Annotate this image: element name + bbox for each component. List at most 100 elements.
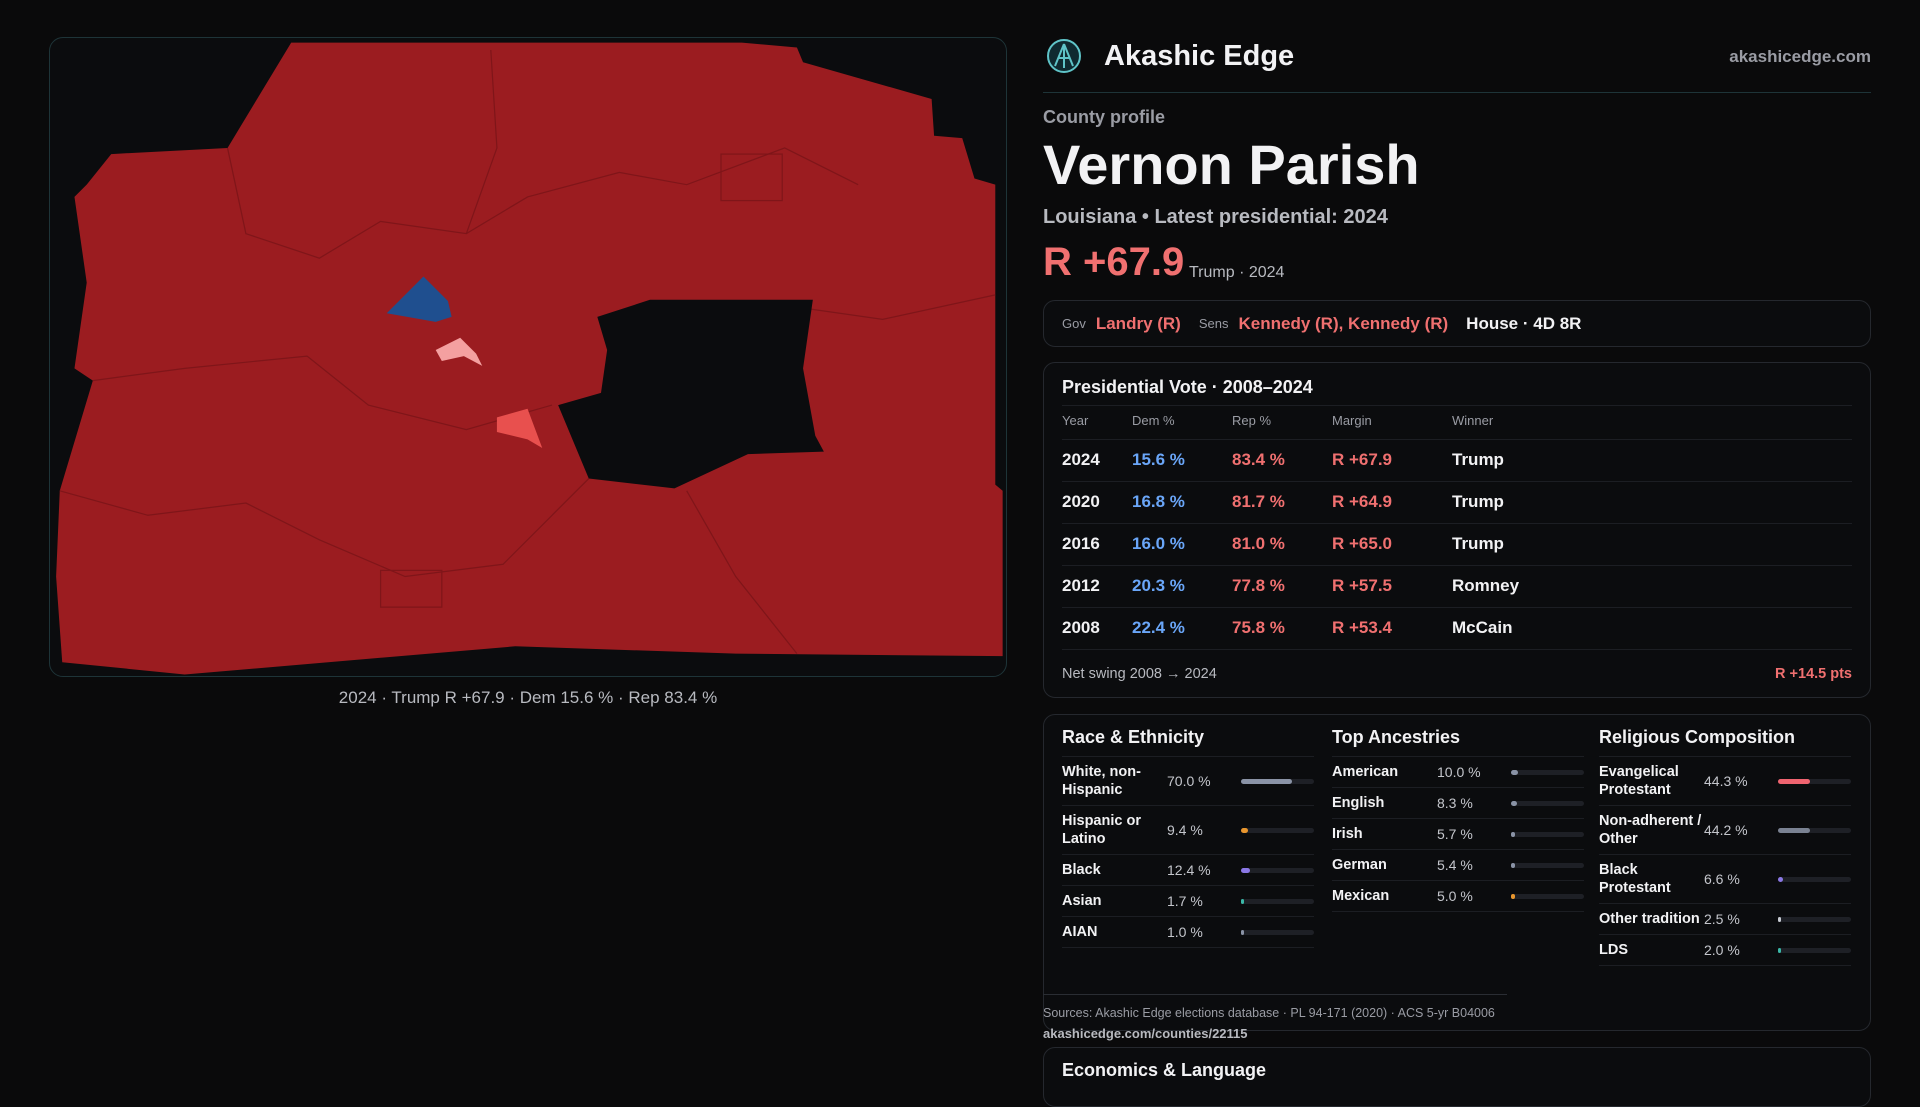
table-cell: 20.3 % [1132,576,1185,595]
item-name: Evangelical Protestant [1599,764,1679,798]
column-header: Margin [1332,413,1372,428]
table-cell: McCain [1452,618,1513,637]
item-name: Asian [1062,893,1102,909]
column-title: Religious Composition [1599,727,1851,757]
bar [1778,916,1781,922]
divider [1043,92,1871,93]
table-cell: R +64.9 [1332,492,1393,511]
row-divider [1062,405,1852,406]
item-value: 44.3 % [1704,773,1748,789]
item-name: Mexican [1332,888,1390,904]
bar [1511,893,1515,899]
demographic-row: AIAN 1.0 % [1062,917,1314,948]
parish-shape [56,42,1003,675]
column-header: Rep % [1232,413,1272,428]
demographics-card: Race & Ethnicity White, non-Hispanic 70.0 … [1043,714,1871,1031]
demographic-column: Race & Ethnicity White, non-Hispanic 70.0 … [1062,727,1314,948]
demographic-row: Evangelical Protestant 44.3 % [1599,757,1851,806]
column-title: Top Ancestries [1332,727,1584,757]
table-cell: 16.8 % [1132,492,1185,511]
map-caption: 2024 · Trump R +67.9 · Dem 15.6 % · Rep … [338,688,718,707]
county-lines [59,49,996,655]
row-divider [1062,481,1852,482]
item-value: 10.0 % [1437,764,1481,780]
bar [1778,778,1811,784]
table-cell: 81.0 % [1232,534,1285,553]
row-divider [1062,439,1852,440]
column-header: Year [1062,413,1089,428]
bar [1511,831,1516,837]
item-name: Irish [1332,826,1363,842]
bar-track [1511,862,1584,868]
parish-gap [558,299,824,489]
item-value: 1.7 % [1167,893,1203,909]
item-name: English [1332,795,1385,811]
economics-card: Economics & Language [1043,1047,1871,1107]
bar [1778,876,1783,882]
item-value: 9.4 % [1167,822,1203,838]
card-title: Economics & Language [1062,1060,1267,1080]
county-name: Vernon Parish [1043,133,1420,196]
table-cell: 83.4 % [1232,450,1285,469]
demographic-column: Religious Composition Evangelical Protest… [1599,727,1851,966]
table-cell: Trump [1452,534,1504,553]
table-cell: R +53.4 [1332,618,1393,637]
item-value: 6.6 % [1704,871,1740,887]
table-cell: 2008 [1062,618,1100,637]
table-cell: 15.6 % [1132,450,1185,469]
table-cell: R +65.0 [1332,534,1393,553]
governor: Landry (R) [1095,313,1181,333]
demographic-row: English 8.3 % [1332,788,1584,819]
lean-precinct [435,337,483,366]
row-divider [1062,607,1852,608]
bar-track [1778,876,1851,882]
demographic-row: White, non-Hispanic 70.0 % [1062,757,1314,806]
table-cell: Trump [1452,492,1504,511]
subtitle: Louisiana • Latest presidential: 2024 [1043,206,1388,228]
item-value: 5.4 % [1437,857,1473,873]
table-cell: 2024 [1062,450,1100,469]
brand: Akashic Edge [1104,40,1295,72]
bar-track [1241,867,1314,873]
item-value: 5.0 % [1437,888,1473,904]
card-title: Presidential Vote · 2008–2024 [1062,377,1313,397]
table-cell: R +57.5 [1332,576,1393,595]
bar [1241,778,1293,784]
demographic-row: Hispanic or Latino 9.4 % [1062,806,1314,855]
item-name: American [1332,764,1399,780]
table-cell: 2012 [1062,576,1100,595]
item-value: 8.3 % [1437,795,1473,811]
page: 2024 · Trump R +67.9 · Dem 15.6 % · Rep … [49,37,1871,1107]
table-cell: Romney [1452,576,1520,595]
item-name: German [1332,857,1387,873]
demographic-row: Black Protestant 6.6 % [1599,855,1851,904]
bar-track [1778,778,1851,784]
item-value: 70.0 % [1167,773,1211,789]
item-name: Hispanic or Latino [1062,813,1141,847]
demographic-row: American 10.0 % [1332,757,1584,788]
swing-label: Net swing 2008 → 2024 [1062,666,1217,682]
bar [1511,862,1515,868]
lean-precinct [496,408,543,448]
row-divider [1062,523,1852,524]
senators: Kennedy (R), Kennedy (R) [1238,313,1449,333]
item-name: AIAN [1062,924,1098,940]
bar-track [1511,893,1584,899]
bar-track [1778,827,1851,833]
bar-track [1778,947,1851,953]
bar-track [1511,800,1584,806]
bar-track [1241,778,1314,784]
sources: Sources: Akashic Edge elections database… [1043,1006,1495,1020]
bar-track [1241,827,1314,833]
bar-track [1778,916,1851,922]
item-value: 5.7 % [1437,826,1473,842]
presidential-card: Presidential Vote · 2008–2024 Year Dem % Re… [1043,362,1871,698]
bar [1511,769,1519,775]
bar-track [1241,929,1314,935]
table-cell: 22.4 % [1132,618,1185,637]
column-header: Winner [1452,413,1494,428]
bar [1241,867,1251,873]
margin-note: Trump · 2024 [1189,264,1285,281]
column-title: Race & Ethnicity [1062,727,1314,757]
row-divider [1062,565,1852,566]
